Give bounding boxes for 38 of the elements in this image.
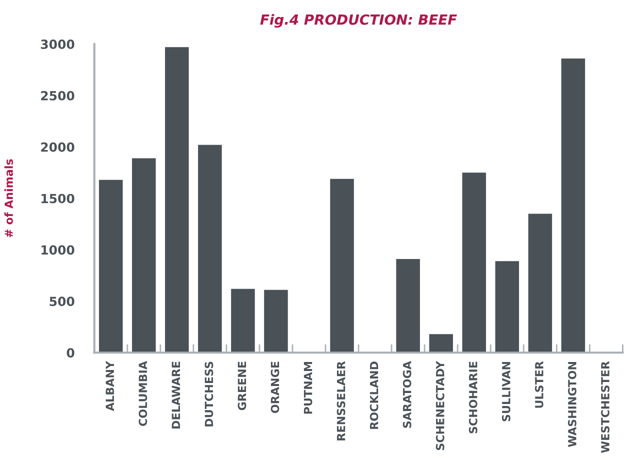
bar	[462, 172, 486, 353]
bar	[528, 214, 552, 353]
x-tick-label: SULLIVAN	[502, 362, 510, 422]
y-tick-label: 2000	[41, 142, 74, 152]
y-tick-label: 1000	[42, 245, 74, 255]
x-tick-label: COLUMBIA	[138, 361, 148, 426]
x-tick-label: RENSSELAER	[336, 361, 346, 440]
chart-title: Fig.4 PRODUCTION: BEEF	[260, 14, 457, 28]
bar	[264, 290, 288, 353]
x-tick-label: SCHENECTADY	[436, 360, 444, 450]
y-tick-label: 500	[50, 296, 74, 306]
bar	[165, 47, 189, 353]
bar	[561, 58, 586, 353]
x-tick-label: DUTCHESS	[204, 362, 214, 426]
x-tick-label: DELAWARE	[172, 362, 180, 428]
bar	[495, 261, 520, 353]
y-tick-label: 0	[66, 348, 74, 358]
x-tick-label: WESTCHESTER	[601, 361, 610, 453]
x-tick-label: WASHINGTON	[568, 362, 576, 447]
bar	[330, 178, 354, 353]
x-tick-label: SARATOGA	[402, 361, 412, 428]
y-axis-title: # of Animals	[4, 159, 13, 238]
y-tick-label: 1500	[42, 194, 74, 204]
bar	[198, 144, 222, 353]
x-tick-label: SCHOHARIE	[468, 362, 478, 434]
x-tick-label: ALBANY	[106, 360, 114, 412]
x-tick-label: ULSTER	[534, 361, 544, 408]
x-tick-label: ORANGE	[270, 362, 280, 414]
y-tick-label: 2500	[41, 90, 74, 100]
y-tick-label: 3000	[40, 40, 74, 50]
x-tick-label: ROCKLAND	[370, 362, 378, 429]
x-tick-label: GREENE	[238, 362, 246, 410]
bar	[132, 158, 156, 353]
bar	[98, 180, 123, 353]
bar	[231, 288, 255, 353]
bar	[396, 259, 420, 353]
x-tick-label: PUTNAM	[304, 362, 312, 414]
bar	[429, 334, 453, 353]
